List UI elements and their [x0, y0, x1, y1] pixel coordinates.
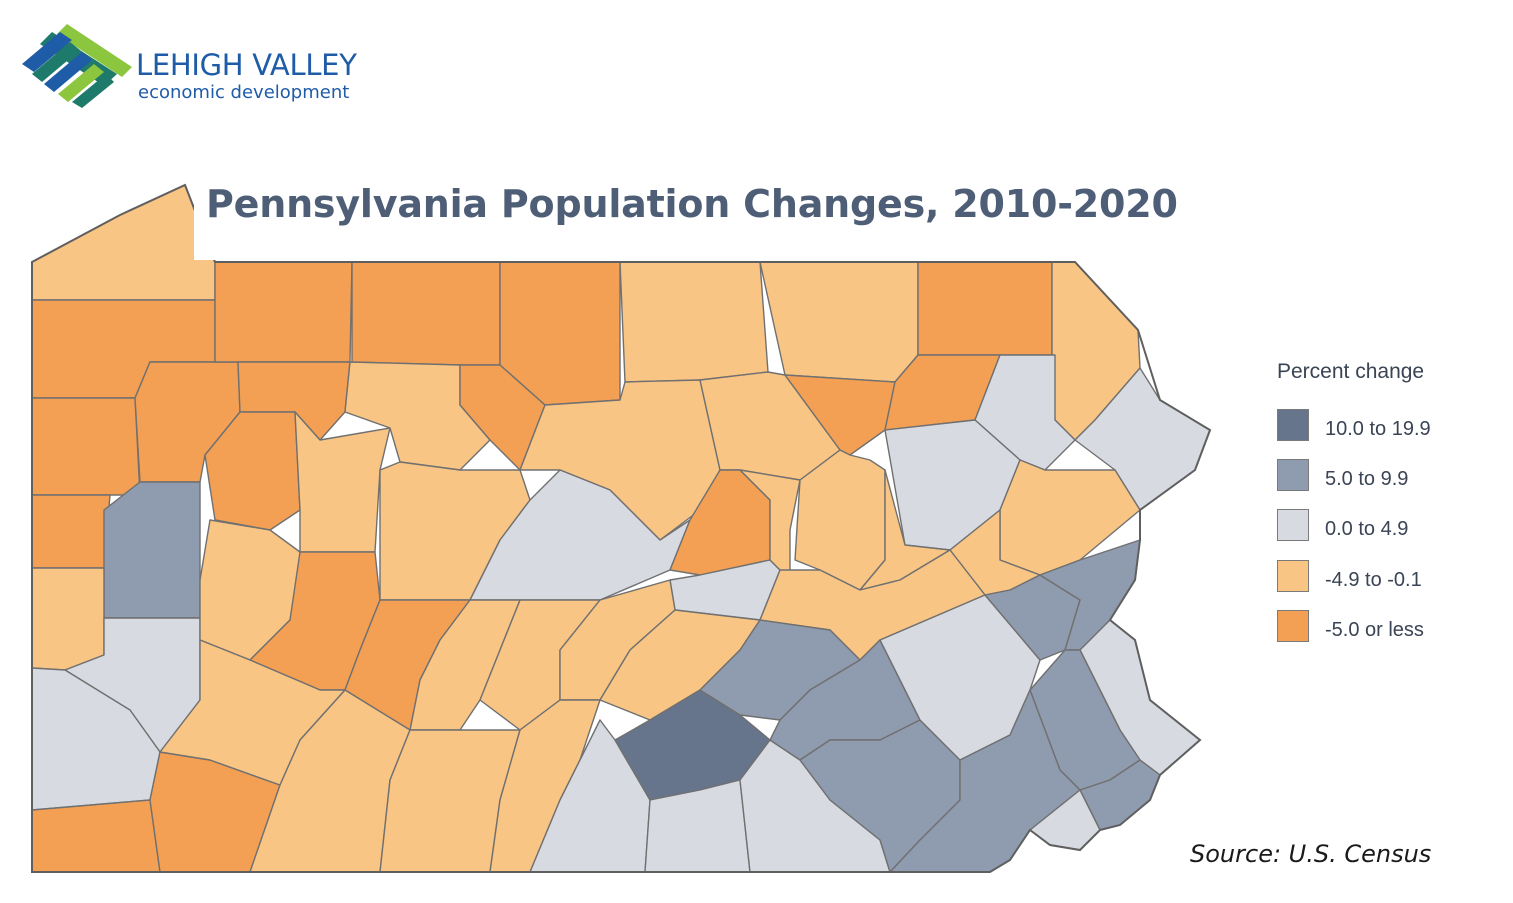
legend-title: Percent change	[1277, 360, 1425, 383]
county-region	[31, 184, 216, 301]
county-region	[31, 494, 111, 569]
logo: LEHIGH VALLEY economic development	[22, 22, 382, 112]
title-backdrop	[194, 176, 1164, 260]
legend-item: 0.0 to 4.9	[1277, 509, 1477, 543]
legend-label: -5.0 or less	[1325, 619, 1424, 641]
county-region	[469, 469, 691, 601]
legend: Percent change 10.0 to 19.9 5.0 to 9.9 0…	[1277, 360, 1431, 642]
county-region	[294, 411, 391, 553]
legend-swatch	[1277, 509, 1309, 541]
county-region	[351, 261, 501, 366]
county-region	[917, 261, 1053, 356]
logo-mark-icon	[22, 24, 132, 108]
legend-label: 5.0 to 9.9	[1325, 468, 1409, 490]
legend-item: 5.0 to 9.9	[1277, 459, 1477, 493]
legend-swatch	[1277, 409, 1309, 441]
state-outline	[31, 183, 1212, 873]
logo-name: LEHIGH VALLEY	[136, 48, 357, 82]
county-region	[619, 261, 769, 383]
county-region	[103, 481, 201, 619]
map-title: Pennsylvania Population Changes, 2010-20…	[206, 182, 1178, 226]
county-region	[214, 261, 353, 363]
legend-label: 10.0 to 19.9	[1325, 418, 1431, 440]
legend-swatch	[1277, 459, 1309, 491]
county-region	[784, 374, 896, 456]
source-note: Source: U.S. Census	[1190, 840, 1432, 868]
logo-tagline: economic development	[138, 82, 350, 103]
county-region	[31, 397, 141, 496]
county-region	[31, 567, 105, 671]
county-region	[759, 261, 919, 383]
legend-label: 0.0 to 4.9	[1325, 518, 1409, 540]
legend-swatch	[1277, 560, 1309, 592]
legend-label: -4.9 to -0.1	[1325, 569, 1422, 591]
legend-item: 10.0 to 19.9	[1277, 409, 1477, 443]
county-region	[31, 799, 161, 873]
legend-item: -5.0 or less	[1277, 610, 1477, 644]
legend-item: -4.9 to -0.1	[1277, 560, 1477, 594]
legend-swatch	[1277, 610, 1309, 642]
